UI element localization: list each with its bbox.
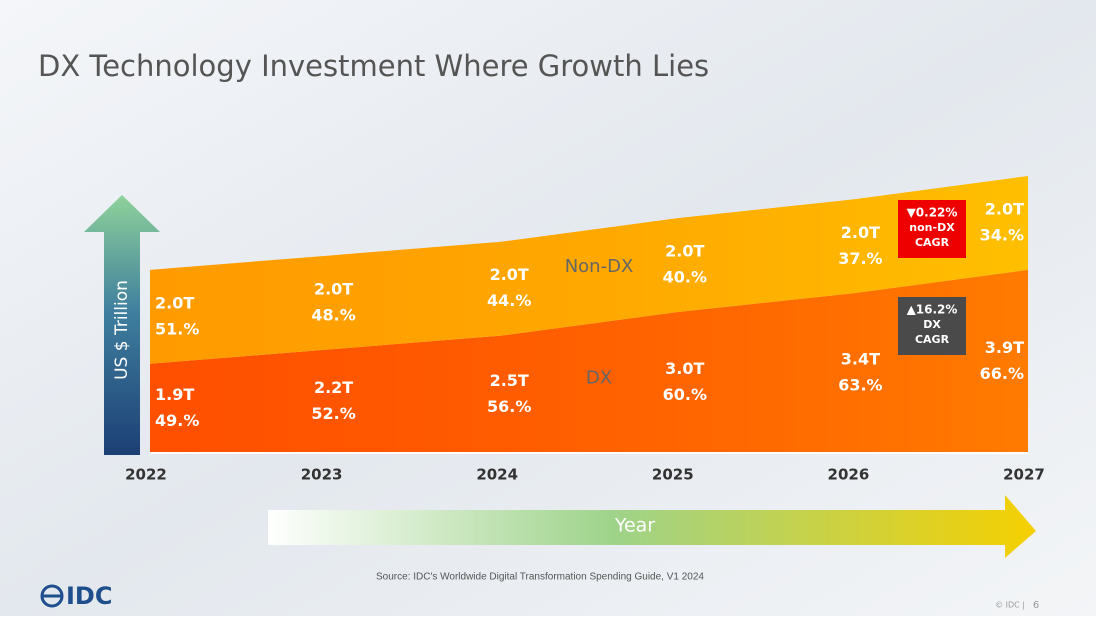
share-label: 51.% <box>155 319 199 338</box>
series-label: DX <box>586 367 612 388</box>
value-label: 3.9T <box>985 338 1024 357</box>
area-sheen <box>150 176 1028 364</box>
footer: © IDC | <box>995 601 1025 610</box>
cagr-text: DX <box>923 318 941 331</box>
share-label: 66.% <box>980 364 1024 383</box>
page-number: 6 <box>1033 600 1039 611</box>
x-tick-label: 2022 <box>125 466 167 484</box>
value-label: 2.0T <box>155 293 194 312</box>
share-label: 40.% <box>663 268 707 287</box>
source: Source: IDC's Worldwide Digital Transfor… <box>376 572 704 583</box>
value-label: 1.9T <box>155 385 194 404</box>
logo-mark <box>40 584 64 608</box>
cagr-text: CAGR <box>915 333 950 346</box>
value-label: 2.0T <box>490 265 529 284</box>
share-label: 60.% <box>663 385 707 404</box>
share-label: 34.% <box>980 225 1024 244</box>
value-label: 2.5T <box>490 371 529 390</box>
share-label: 56.% <box>487 397 531 416</box>
logo: IDC <box>66 582 112 610</box>
cagr-text: ▼0.22% <box>907 206 958 220</box>
value-label: 2.0T <box>314 279 353 298</box>
series-label: Non-DX <box>565 256 634 277</box>
share-label: 52.% <box>311 404 355 423</box>
cagr-box <box>898 200 966 258</box>
value-label: 2.0T <box>841 223 880 242</box>
value-label: 2.0T <box>665 242 704 261</box>
share-label: 49.% <box>155 411 199 430</box>
title: DX Technology Investment Where Growth Li… <box>38 49 709 83</box>
x-tick-label: 2026 <box>828 466 870 484</box>
share-label: 48.% <box>311 305 355 324</box>
x-tick-label: 2023 <box>301 466 343 484</box>
value-label: 3.4T <box>841 350 880 369</box>
cagr-text: CAGR <box>915 236 950 249</box>
x-axis-label: Year <box>614 515 655 537</box>
plot: 1.9T 49.% 2.2T 52.% 2.5T 56.% 3.0T 60.% 3.4T 63.%… <box>125 176 1045 484</box>
x-arrow <box>268 495 1036 558</box>
x-tick-label: 2024 <box>476 466 518 484</box>
value-label: 3.0T <box>665 359 704 378</box>
cagr-text: non-DX <box>909 221 955 234</box>
area-sheen <box>150 269 1028 453</box>
share-label: 63.% <box>838 376 882 395</box>
cagr-text: ▲16.2% <box>907 303 958 317</box>
x-tick-label: 2027 <box>1003 466 1045 484</box>
share-label: 37.% <box>838 249 882 268</box>
value-label: 2.2T <box>314 378 353 397</box>
y-arrow <box>84 195 160 455</box>
share-label: 44.% <box>487 291 531 310</box>
value-label: 2.0T <box>985 199 1024 218</box>
cagr-box <box>898 297 966 355</box>
y-axis-label: US $ Trillion <box>112 280 132 380</box>
x-tick-label: 2025 <box>652 466 694 484</box>
